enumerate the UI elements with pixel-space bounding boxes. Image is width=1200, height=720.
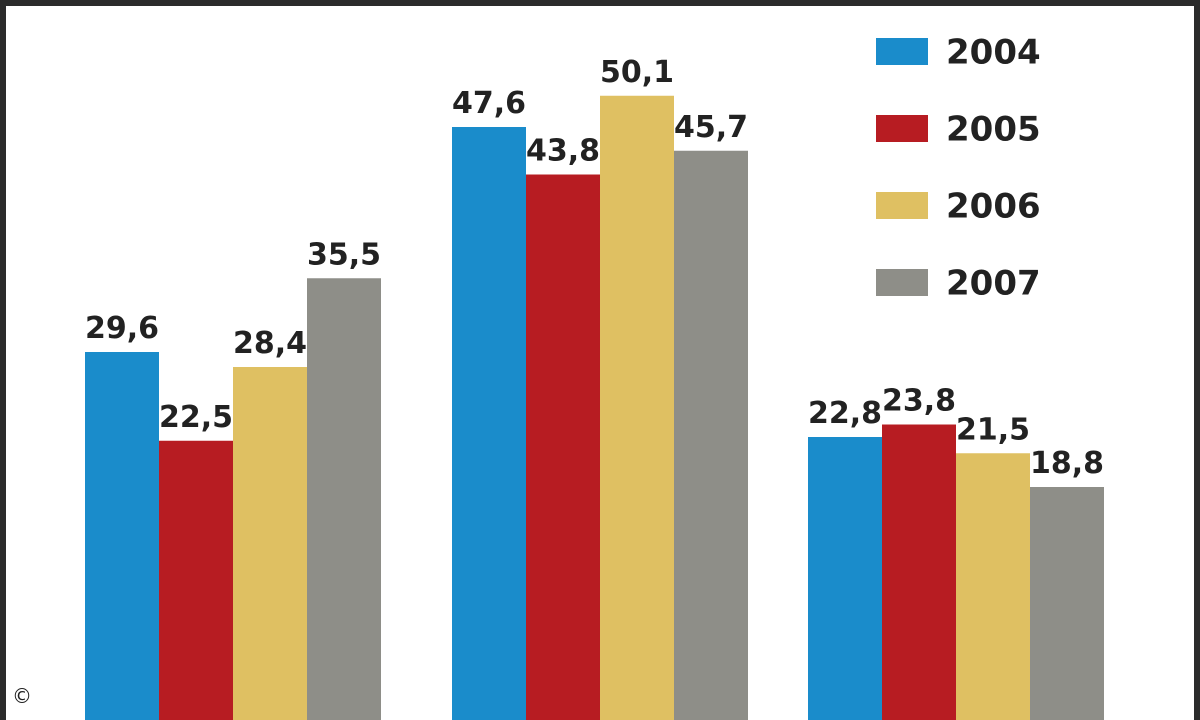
value-label-2004-group-3: 22,8 [808,396,882,431]
value-label-2004-group-2: 47,6 [452,86,526,121]
bar-2006-group-1 [233,367,307,720]
bar-2005-group-3 [882,424,956,720]
bar-2005-group-1 [159,440,233,720]
bars-layer [85,95,1104,720]
legend-label-2006: 2006 [946,187,1041,227]
bar-2004-group-2 [452,127,526,720]
legend-label-2005: 2005 [946,110,1041,150]
bar-2006-group-2 [600,95,674,720]
value-label-2005-group-3: 23,8 [882,384,956,419]
bar-2007-group-2 [674,150,748,720]
value-label-2006-group-1: 28,4 [233,326,307,361]
value-label-2007-group-3: 18,8 [1030,446,1104,481]
value-label-2006-group-3: 21,5 [956,412,1030,447]
bar-2004-group-3 [808,437,882,720]
bar-2007-group-3 [1030,487,1104,720]
legend: 2004 2005 2006 2007 [876,33,1041,304]
legend-label-2007: 2007 [946,264,1041,304]
value-label-2007-group-1: 35,5 [307,237,381,272]
value-label-2005-group-2: 43,8 [526,134,600,169]
legend-swatch-2005 [876,115,928,142]
value-label-2004-group-1: 29,6 [85,311,159,346]
value-label-2007-group-2: 45,7 [674,110,748,145]
value-label-2006-group-2: 50,1 [600,55,674,90]
legend-label-2004: 2004 [946,33,1041,73]
bar-2005-group-2 [526,174,600,720]
value-label-2005-group-1: 22,5 [159,400,233,435]
legend-swatch-2006 [876,192,928,219]
copyright-mark: © [12,684,32,708]
bar-2004-group-1 [85,352,159,720]
legend-swatch-2004 [876,38,928,65]
legend-swatch-2007 [876,269,928,296]
bar-2007-group-1 [307,278,381,720]
bar-2006-group-3 [956,453,1030,720]
value-labels-layer: 29,6 22,5 28,4 35,5 47,643,8 50,145,7 22,8 23,8… [85,55,1104,481]
